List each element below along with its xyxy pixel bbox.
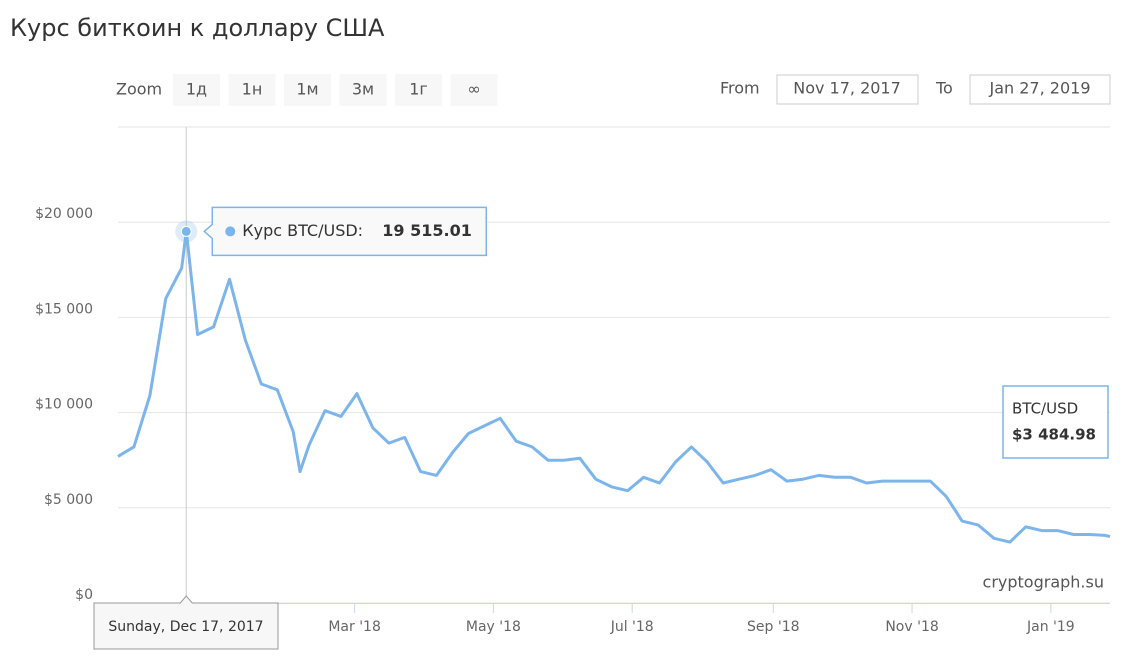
date-tooltip-label: Sunday, Dec 17, 2017: [108, 619, 263, 635]
from-label: From: [720, 79, 760, 98]
tooltip-value: 19 515.01: [382, 221, 472, 240]
x-tick-label: Jul '18: [610, 619, 654, 635]
zoom-button[interactable]: [450, 74, 498, 106]
zoom-button-label[interactable]: 1н: [242, 80, 263, 99]
tooltip-label: Курс BTC/USD:: [242, 221, 363, 240]
zoom-button[interactable]: [395, 74, 442, 106]
y-tick-label: $15 000: [35, 301, 93, 317]
to-value[interactable]: Jan 27, 2019: [989, 79, 1091, 98]
tooltip-dot: [225, 226, 236, 237]
zoom-button-label[interactable]: ∞: [467, 80, 480, 99]
zoom-button[interactable]: [284, 74, 331, 106]
x-tick-label: May '18: [466, 619, 521, 635]
zoom-button-label[interactable]: 1м: [296, 80, 318, 99]
y-tick-label: $10 000: [35, 397, 93, 413]
x-tick-label: Nov '18: [885, 619, 938, 635]
x-tick-label: Jan '19: [1026, 619, 1075, 635]
credits[interactable]: cryptograph.su: [983, 573, 1104, 592]
from-field[interactable]: [776, 74, 919, 105]
zoom-button-label[interactable]: 1д: [186, 80, 207, 99]
zoom-button[interactable]: [339, 74, 387, 106]
x-tick-label: Mar '18: [328, 619, 381, 635]
y-tick-label: $20 000: [35, 206, 93, 222]
hover-point: [180, 225, 192, 237]
from-value[interactable]: Nov 17, 2017: [793, 79, 901, 98]
to-field[interactable]: [969, 74, 1111, 105]
price-line: [117, 229, 1111, 544]
zoom-button[interactable]: [228, 74, 276, 106]
last-price-box: [1002, 385, 1109, 459]
last-price-value: $3 484.98: [1012, 426, 1096, 444]
zoom-button[interactable]: [173, 74, 220, 106]
x-tick-label: Sep '18: [747, 619, 800, 635]
zoom-button-label[interactable]: 1г: [409, 80, 428, 99]
zoom-button-label[interactable]: 3м: [352, 80, 374, 99]
tooltip-box: [203, 206, 488, 257]
y-tick-label: $0: [75, 587, 93, 603]
y-tick-label: $5 000: [44, 492, 93, 508]
zoom-label: Zoom: [116, 80, 162, 99]
last-price-name: BTC/USD: [1012, 400, 1078, 418]
to-label: To: [935, 79, 953, 98]
chart-title: Курс биткоин к доллару США: [10, 14, 385, 42]
date-tooltip: [93, 595, 279, 650]
